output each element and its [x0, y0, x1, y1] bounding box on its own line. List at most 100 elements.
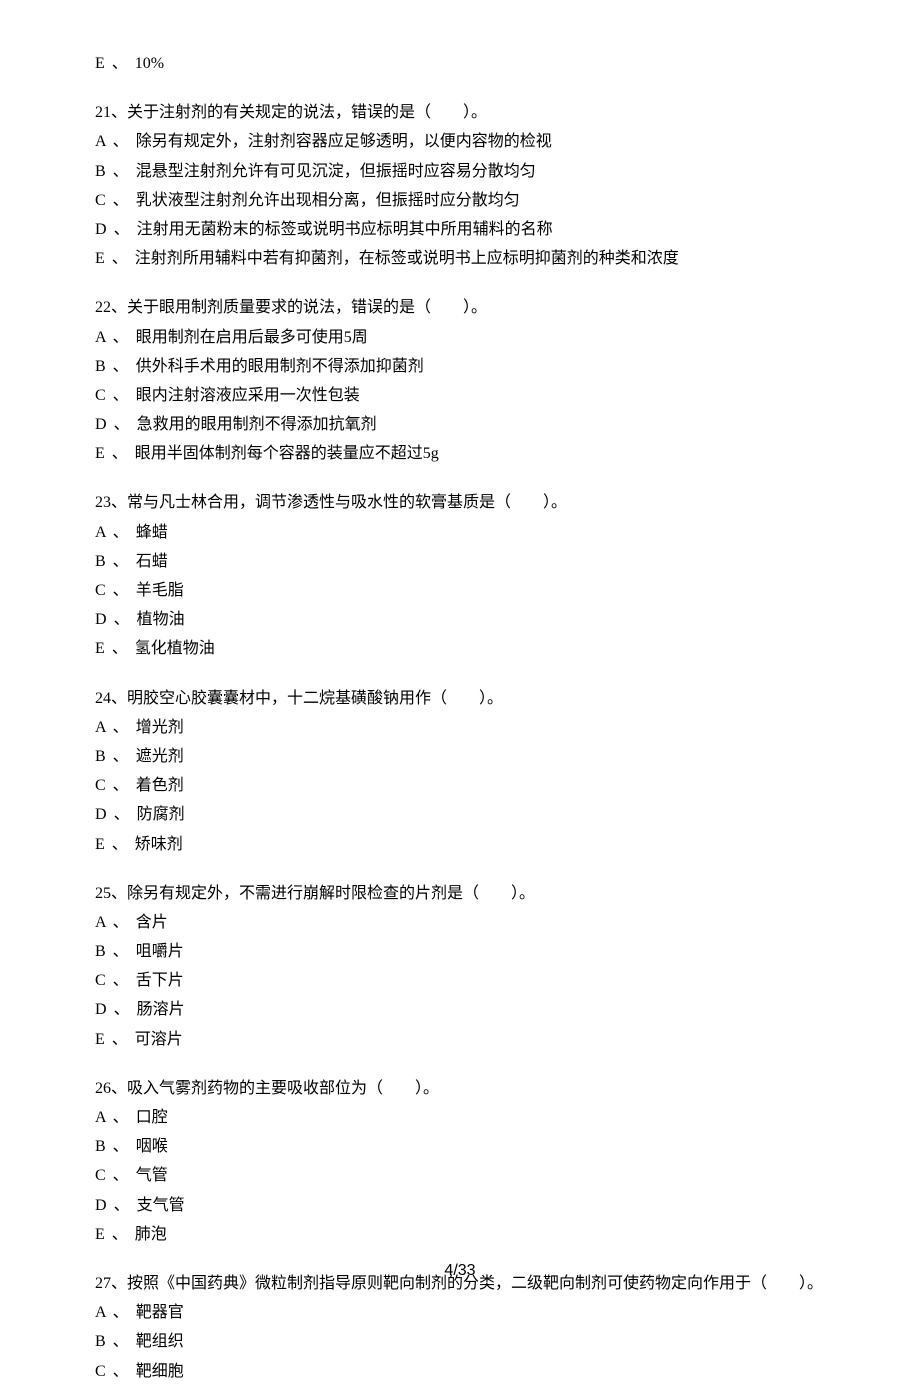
option-letter: B — [95, 358, 106, 375]
option-separator: 、 — [112, 445, 128, 462]
q23-option-d: D 、 植物油 — [95, 606, 825, 633]
q22-option-c: C 、 眼内注射溶液应采用一次性包装 — [95, 382, 825, 409]
option-separator: 、 — [113, 387, 129, 404]
option-letter: C — [95, 387, 106, 404]
option-text: 眼用制剂在启用后最多可使用5周 — [136, 329, 368, 346]
option-letter: C — [95, 777, 106, 794]
option-text: 蜂蜡 — [136, 524, 168, 541]
option-separator: 、 — [113, 133, 129, 150]
option-letter: D — [95, 1001, 107, 1018]
q25-option-a: A 、 含片 — [95, 909, 825, 936]
q23-option-b: B 、 石蜡 — [95, 548, 825, 575]
q24-option-e: E 、 矫味剂 — [95, 831, 825, 858]
option-letter: E — [95, 55, 105, 72]
q26-option-d: D 、 支气管 — [95, 1192, 825, 1219]
option-text: 舌下片 — [136, 972, 184, 989]
option-letter: D — [95, 416, 107, 433]
option-text: 肠溶片 — [137, 1001, 185, 1018]
option-separator: 、 — [113, 1138, 129, 1155]
q22-stem: 22、关于眼用制剂质量要求的说法，错误的是（ ）。 — [95, 294, 825, 321]
q21-option-b: B 、 混悬型注射剂允许有可见沉淀，但振摇时应容易分散均匀 — [95, 158, 825, 185]
q23-option-a: A 、 蜂蜡 — [95, 519, 825, 546]
q25-stem: 25、除另有规定外，不需进行崩解时限检查的片剂是（ ）。 — [95, 880, 825, 907]
option-separator: 、 — [113, 1363, 129, 1380]
option-separator: 、 — [113, 914, 129, 931]
q21-option-c: C 、 乳状液型注射剂允许出现相分离，但振摇时应分散均匀 — [95, 187, 825, 214]
q21-option-e: E 、 注射剂所用辅料中若有抑菌剂，在标签或说明书上应标明抑菌剂的种类和浓度 — [95, 245, 825, 272]
option-letter: C — [95, 1363, 106, 1380]
q22-option-d: D 、 急救用的眼用制剂不得添加抗氧剂 — [95, 411, 825, 438]
option-text: 口腔 — [136, 1109, 168, 1126]
q21-stem: 21、关于注射剂的有关规定的说法，错误的是（ ）。 — [95, 99, 825, 126]
option-separator: 、 — [113, 1333, 129, 1350]
option-letter: E — [95, 250, 105, 267]
option-letter: B — [95, 748, 106, 765]
page-number: 4/33 — [0, 1257, 920, 1284]
option-separator: 、 — [113, 329, 129, 346]
option-separator: 、 — [113, 163, 129, 180]
q26-option-b: B 、 咽喉 — [95, 1133, 825, 1160]
q24-option-b: B 、 遮光剂 — [95, 743, 825, 770]
option-text: 增光剂 — [136, 719, 184, 736]
option-letter: C — [95, 192, 106, 209]
option-separator: 、 — [114, 221, 130, 238]
option-text: 10% — [135, 55, 164, 72]
option-text: 含片 — [136, 914, 168, 931]
option-letter: A — [95, 524, 106, 541]
option-text: 急救用的眼用制剂不得添加抗氧剂 — [137, 416, 377, 433]
option-letter: A — [95, 719, 106, 736]
option-letter: A — [95, 329, 106, 346]
q24-option-c: C 、 着色剂 — [95, 772, 825, 799]
option-separator: 、 — [113, 748, 129, 765]
option-letter: A — [95, 914, 106, 931]
option-letter: E — [95, 445, 105, 462]
option-text: 眼用半固体制剂每个容器的装量应不超过5g — [135, 445, 439, 462]
option-separator: 、 — [114, 1197, 130, 1214]
option-letter: B — [95, 553, 106, 570]
q26-option-a: A 、 口腔 — [95, 1104, 825, 1131]
option-separator: 、 — [112, 836, 128, 853]
option-text: 着色剂 — [136, 777, 184, 794]
option-letter: E — [95, 640, 105, 657]
option-letter: B — [95, 163, 106, 180]
option-text: 靶细胞 — [136, 1363, 184, 1380]
option-separator: 、 — [114, 611, 130, 628]
option-separator: 、 — [113, 582, 129, 599]
option-separator: 、 — [113, 1109, 129, 1126]
option-letter: A — [95, 1304, 106, 1321]
option-letter: B — [95, 1138, 106, 1155]
option-separator: 、 — [113, 972, 129, 989]
option-separator: 、 — [113, 943, 129, 960]
option-letter: E — [95, 1031, 105, 1048]
option-letter: C — [95, 972, 106, 989]
option-text: 咽喉 — [136, 1138, 168, 1155]
option-separator: 、 — [112, 1031, 128, 1048]
option-text: 氢化植物油 — [135, 640, 215, 657]
option-separator: 、 — [114, 416, 130, 433]
q24-stem: 24、明胶空心胶囊囊材中，十二烷基磺酸钠用作（ ）。 — [95, 685, 825, 712]
option-separator: 、 — [113, 1167, 129, 1184]
option-text: 供外科手术用的眼用制剂不得添加抑菌剂 — [136, 358, 424, 375]
option-separator: 、 — [112, 55, 128, 72]
option-text: 气管 — [136, 1167, 168, 1184]
q27-option-c: C 、 靶细胞 — [95, 1358, 825, 1385]
q25-option-e: E 、 可溶片 — [95, 1026, 825, 1053]
option-letter: A — [95, 1109, 106, 1126]
option-separator: 、 — [113, 524, 129, 541]
option-text: 羊毛脂 — [136, 582, 184, 599]
q25-option-d: D 、 肠溶片 — [95, 996, 825, 1023]
option-separator: 、 — [113, 719, 129, 736]
q25-option-c: C 、 舌下片 — [95, 967, 825, 994]
option-letter: E — [95, 1226, 105, 1243]
option-text: 可溶片 — [135, 1031, 183, 1048]
option-text: 靶器官 — [136, 1304, 184, 1321]
option-text: 支气管 — [137, 1197, 185, 1214]
option-text: 肺泡 — [135, 1226, 167, 1243]
option-letter: D — [95, 806, 107, 823]
option-text: 靶组织 — [136, 1333, 184, 1350]
q20-option-e: E 、 10% — [95, 50, 825, 77]
option-letter: C — [95, 1167, 106, 1184]
q26-option-c: C 、 气管 — [95, 1162, 825, 1189]
option-separator: 、 — [113, 358, 129, 375]
option-letter: C — [95, 582, 106, 599]
